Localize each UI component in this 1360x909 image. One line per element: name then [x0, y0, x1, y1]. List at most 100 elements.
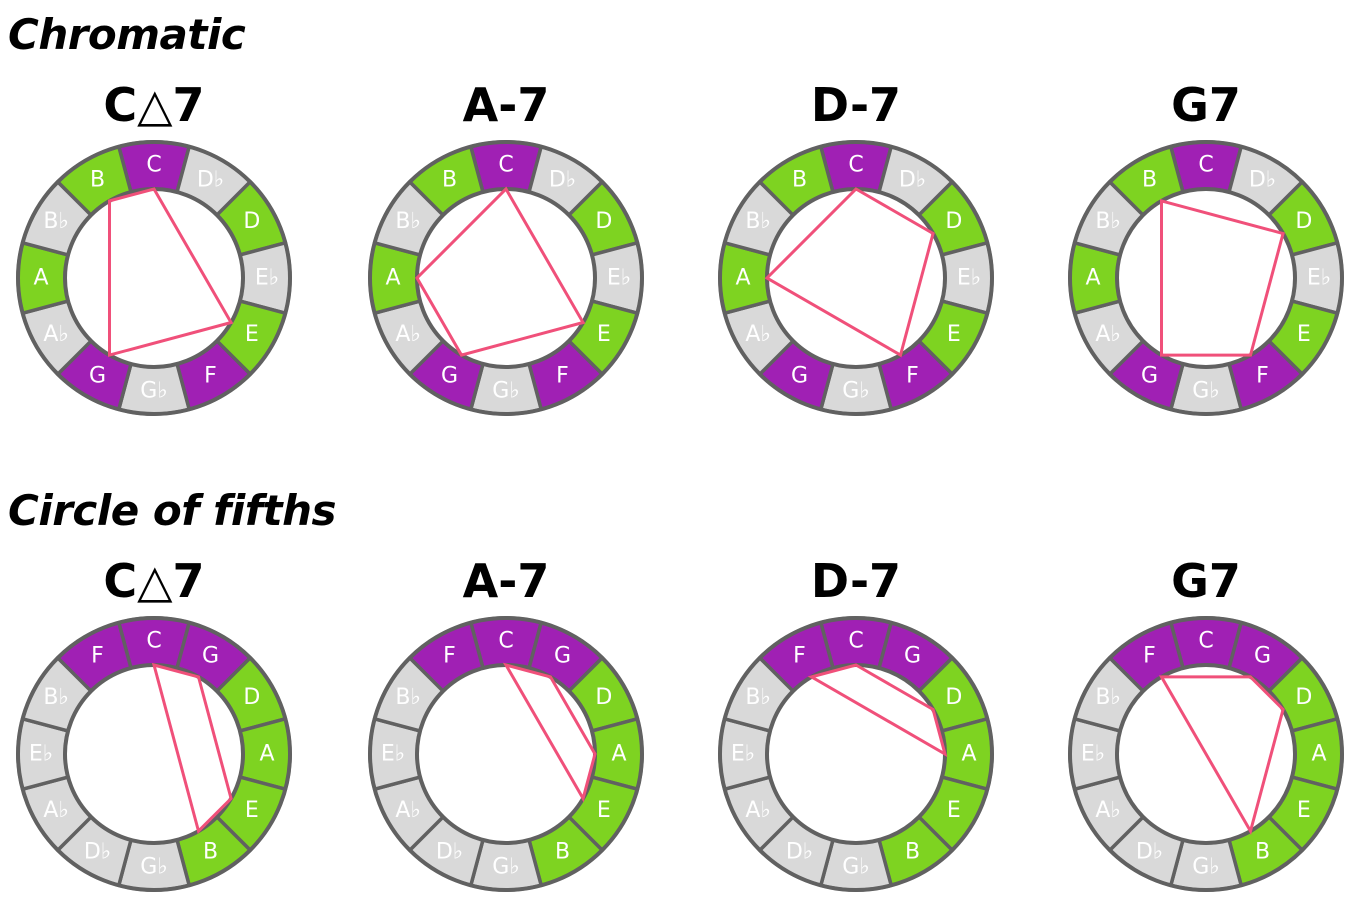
- note-label-d: D: [243, 209, 260, 234]
- note-label-b: B: [1255, 839, 1270, 864]
- note-label-g: G: [441, 363, 458, 388]
- note-label-e: E: [245, 322, 259, 347]
- section-title-chromatic: Chromatic: [8, 10, 246, 59]
- note-label-g: G: [1141, 363, 1158, 388]
- wheel-outer-rim: [718, 616, 994, 892]
- note-label-f: F: [1256, 363, 1269, 388]
- note-label-a-flat: A♭: [745, 322, 770, 347]
- chord-wheel: C GD A E B G♭ D♭ A♭ E♭ B♭ F: [1068, 616, 1344, 892]
- note-label-d-flat: D♭: [436, 839, 463, 864]
- wheel-inner-rim: [765, 663, 947, 845]
- note-label-b: B: [1142, 168, 1157, 193]
- chord-wheel: C GD A E B G♭ D♭ A♭ E♭ B♭ F: [16, 616, 292, 892]
- note-label-f: F: [204, 363, 217, 388]
- note-label-f: F: [906, 363, 919, 388]
- note-label-b: B: [792, 168, 807, 193]
- chord-title: D-7: [810, 78, 902, 132]
- note-label-e: E: [245, 798, 259, 823]
- wheel-inner-rim: [63, 663, 245, 845]
- note-label-f: F: [1143, 644, 1156, 669]
- note-label-c: C: [498, 629, 513, 654]
- chord-wheel: C D♭ D E♭ E F G♭ G A♭ A B♭ B: [1068, 140, 1344, 416]
- note-label-b: B: [905, 839, 920, 864]
- note-label-c: C: [146, 153, 161, 178]
- wheel-outer-rim: [16, 140, 292, 416]
- chord-polygon: [415, 186, 586, 357]
- note-label-e-flat: E♭: [1307, 266, 1331, 291]
- note-label-b-flat: B♭: [43, 685, 68, 710]
- wheel-inner-rim: [765, 187, 947, 369]
- note-label-e: E: [947, 798, 961, 823]
- note-label-a-flat: A♭: [1095, 322, 1120, 347]
- wheel-outer-rim: [718, 140, 994, 416]
- chord-polygon: [1158, 675, 1285, 835]
- note-label-b: B: [90, 168, 105, 193]
- section-title-circle-of-fifths: Circle of fifths: [8, 486, 337, 535]
- note-label-e-flat: E♭: [607, 266, 631, 291]
- note-label-b-flat: B♭: [1095, 685, 1120, 710]
- wheel-outer-rim: [16, 616, 292, 892]
- note-label-e-flat: E♭: [255, 266, 279, 291]
- note-label-a: A: [1311, 742, 1326, 767]
- chord-title: G7: [1171, 554, 1241, 608]
- note-label-c: C: [848, 629, 863, 654]
- note-label-d-flat: D♭: [899, 168, 926, 193]
- note-label-a: A: [259, 742, 274, 767]
- chord-wheel: C D♭ D E♭ E F G♭ G A♭ A B♭ B: [718, 140, 994, 416]
- note-label-b-flat: B♭: [1095, 209, 1120, 234]
- wheel-inner-rim: [63, 187, 245, 369]
- wheel-inner-rim: [415, 663, 597, 845]
- note-label-c: C: [146, 629, 161, 654]
- note-label-e: E: [1297, 322, 1311, 347]
- note-label-g-flat: G♭: [492, 379, 519, 404]
- wheel-inner-rim: [415, 187, 597, 369]
- chord-wheel: C GD A E B G♭ D♭ A♭ E♭ B♭ F: [718, 616, 994, 892]
- note-label-e: E: [597, 798, 611, 823]
- wheel-outer-rim: [368, 616, 644, 892]
- note-label-a: A: [33, 266, 48, 291]
- note-label-b-flat: B♭: [43, 209, 68, 234]
- note-label-b: B: [203, 839, 218, 864]
- note-label-e: E: [1297, 798, 1311, 823]
- note-label-g-flat: G♭: [1192, 379, 1219, 404]
- note-label-a-flat: A♭: [1095, 798, 1120, 823]
- note-label-d: D: [945, 209, 962, 234]
- note-label-c: C: [848, 153, 863, 178]
- chord-polygon: [151, 662, 233, 834]
- note-label-d-flat: D♭: [549, 168, 576, 193]
- note-label-a: A: [385, 266, 400, 291]
- note-label-g-flat: G♭: [140, 855, 167, 880]
- note-label-g: G: [791, 363, 808, 388]
- note-label-b-flat: B♭: [745, 685, 770, 710]
- wheel-outer-rim: [368, 140, 644, 416]
- note-label-c: C: [498, 153, 513, 178]
- note-label-d-flat: D♭: [197, 168, 224, 193]
- note-label-b-flat: B♭: [745, 209, 770, 234]
- note-label-a-flat: A♭: [43, 798, 68, 823]
- note-label-d-flat: D♭: [786, 839, 813, 864]
- chord-polygon: [108, 187, 234, 358]
- note-label-e-flat: E♭: [731, 742, 755, 767]
- note-label-d: D: [595, 685, 612, 710]
- wheel-outer-rim: [1068, 616, 1344, 892]
- chord-title: D-7: [810, 554, 902, 608]
- note-label-g: G: [1254, 644, 1271, 669]
- note-label-d: D: [1295, 685, 1312, 710]
- chord-wheel: C D♭ D E♭ E F G♭ G A♭ A B♭ B: [16, 140, 292, 416]
- note-label-a: A: [735, 266, 750, 291]
- chord-polygon: [1160, 198, 1285, 357]
- note-label-b-flat: B♭: [395, 209, 420, 234]
- note-label-d: D: [945, 685, 962, 710]
- note-label-e: E: [947, 322, 961, 347]
- note-label-g: G: [202, 644, 219, 669]
- note-label-a: A: [961, 742, 976, 767]
- note-label-e: E: [597, 322, 611, 347]
- note-label-e-flat: E♭: [381, 742, 405, 767]
- note-label-c: C: [1198, 153, 1213, 178]
- wheel-inner-rim: [1115, 187, 1297, 369]
- note-label-a-flat: A♭: [395, 798, 420, 823]
- note-label-d: D: [1295, 209, 1312, 234]
- note-label-g-flat: G♭: [842, 855, 869, 880]
- chord-title: A-7: [462, 554, 550, 608]
- note-label-a-flat: A♭: [745, 798, 770, 823]
